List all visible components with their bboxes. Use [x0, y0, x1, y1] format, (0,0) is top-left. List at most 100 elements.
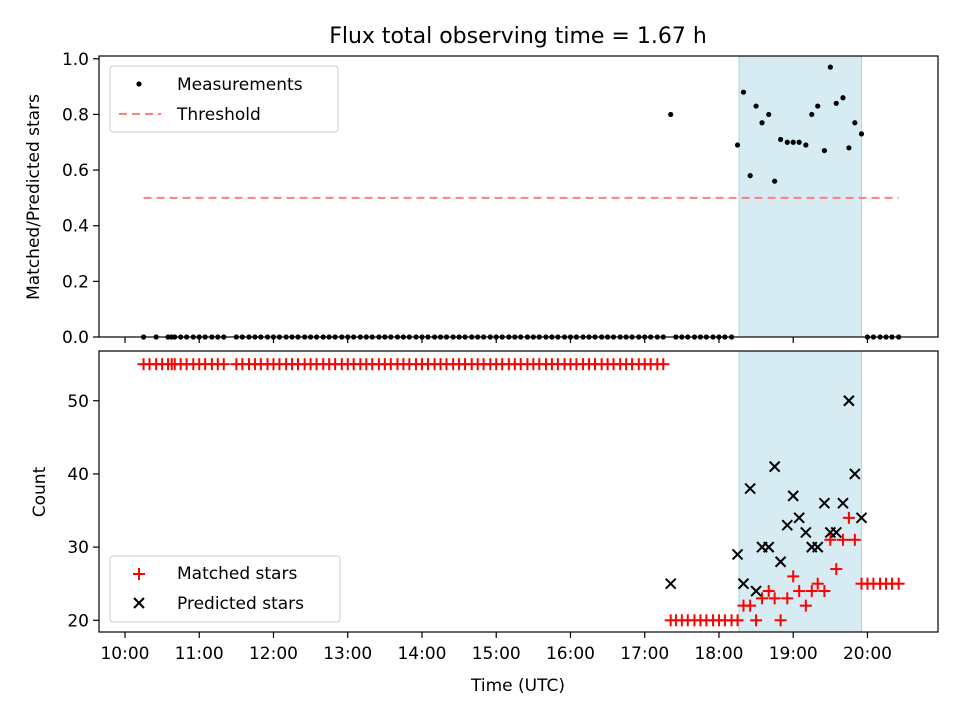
- x-tick-label: 17:00: [620, 644, 669, 664]
- x-axis-label: Time (UTC): [470, 676, 565, 696]
- legend-measurements-label: Measurements: [177, 75, 303, 95]
- matched-star-point: [892, 577, 905, 590]
- predicted-star-point: [737, 577, 750, 590]
- ratio-y-tick-label: 0.8: [62, 105, 89, 125]
- matched-star-point: [842, 511, 855, 524]
- ratio-y-tick-label: 1.0: [62, 50, 89, 70]
- measurement-point: [790, 139, 796, 145]
- predicted-star-point: [768, 460, 781, 473]
- count-y-tick-label: 30: [67, 538, 89, 558]
- predicted-star-point: [744, 482, 756, 495]
- matched-star-point: [756, 592, 769, 605]
- measurement-point: [821, 147, 828, 154]
- predicted-star-point: [781, 519, 793, 531]
- matched-star-point: [836, 533, 849, 546]
- x-tick-label: 13:00: [323, 644, 372, 664]
- matched-star-point: [824, 533, 837, 546]
- measurement-point: [784, 139, 790, 145]
- measurement-point: [747, 173, 753, 179]
- ratio-y-tick-label: 0.0: [62, 328, 89, 348]
- measurement-point: [846, 145, 852, 151]
- matched-star-point: [805, 585, 818, 598]
- measurement-point: [668, 111, 674, 118]
- legend-matched-label: Matched stars: [177, 564, 297, 584]
- predicted-star-point: [787, 490, 799, 502]
- ratio-y-axis-label: Matched/Predicted stars: [24, 94, 44, 300]
- count-legend: Matched stars Predicted stars: [109, 555, 341, 623]
- matched-star-point: [750, 614, 763, 627]
- x-tick-label: 14:00: [397, 644, 446, 664]
- predicted-star-point: [830, 526, 842, 539]
- matched-star-point: [781, 592, 794, 605]
- predicted-star-point: [837, 497, 849, 509]
- measurement-point: [840, 95, 846, 101]
- measurement-point: [759, 120, 765, 126]
- matched-star-point: [731, 614, 744, 627]
- measurement-point: [796, 139, 802, 145]
- measurement-point: [815, 103, 821, 109]
- measurement-point: [803, 142, 809, 148]
- predicted-star-point: [731, 548, 744, 561]
- predicted-star-point: [665, 577, 677, 590]
- legend-predicted-marker: [133, 597, 145, 609]
- predicted-star-point: [763, 541, 775, 553]
- x-tick-label: 10:00: [100, 644, 149, 664]
- matched-star-point: [762, 585, 775, 598]
- legend-measurements-marker: [136, 81, 142, 87]
- matched-star-point: [657, 358, 670, 371]
- figure-title: Flux total observing time = 1.67 h: [329, 24, 707, 49]
- ratio-y-tick-label: 0.6: [62, 161, 89, 181]
- count-y-tick-label: 20: [67, 611, 89, 631]
- ratio-shaded-window: [738, 55, 863, 338]
- legend-predicted-label: Predicted stars: [177, 594, 304, 614]
- matched-star-point: [768, 592, 781, 605]
- measurement-point: [772, 178, 778, 184]
- predicted-star-point: [774, 556, 787, 568]
- predicted-star-point: [812, 541, 824, 553]
- measurement-point: [753, 103, 759, 109]
- ratio-panel: 0.0 0.2 0.4 0.6 0.8 1.0 Matched/Predicted sta…: [24, 50, 939, 348]
- legend-threshold-label: Threshold: [176, 105, 261, 125]
- count-y-tick-label: 40: [67, 465, 89, 485]
- measurement-point: [833, 100, 839, 106]
- ratio-y-tick-label: 0.2: [62, 272, 89, 292]
- predicted-star-point: [750, 585, 762, 597]
- predicted-star-point: [843, 395, 855, 407]
- measurement-point: [809, 111, 815, 118]
- ratio-legend: Measurements Threshold: [109, 65, 339, 133]
- x-tick-label: 11:00: [175, 644, 224, 664]
- count-panel: 20 30 40 50 10:00 11:00 12:00 13:00 14:00 15:00 1…: [30, 350, 939, 696]
- matched-star-point: [787, 570, 800, 583]
- measurement-point: [858, 131, 865, 137]
- x-tick-label: 16:00: [546, 644, 595, 664]
- matched-star-point: [830, 563, 843, 576]
- measurement-point: [766, 111, 772, 118]
- matched-star-point: [848, 533, 861, 546]
- matched-star-point: [744, 599, 757, 612]
- matched-star-point: [811, 577, 824, 590]
- x-tick-label: 15:00: [472, 644, 521, 664]
- count-y-tick-label: 50: [67, 392, 89, 412]
- matched-star-point: [217, 358, 230, 371]
- legend-matched-marker: [133, 568, 145, 580]
- matched-star-point: [818, 585, 831, 598]
- matched-star-point: [799, 599, 812, 612]
- x-tick-label: 19:00: [769, 644, 818, 664]
- predicted-star-point: [818, 497, 831, 509]
- measurement-point: [777, 136, 784, 143]
- x-tick-label: 12:00: [249, 644, 298, 664]
- matched-star-point: [793, 585, 806, 598]
- predicted-star-point: [800, 526, 812, 539]
- count-y-axis-label: Count: [30, 466, 50, 517]
- x-tick-label: 18:00: [694, 644, 743, 664]
- measurement-point: [827, 64, 833, 70]
- x-tick-label: 20:00: [843, 644, 892, 664]
- predicted-star-point: [849, 468, 861, 480]
- ratio-y-tick-label: 0.4: [62, 217, 89, 237]
- predicted-star-point: [793, 512, 805, 524]
- measurement-point: [852, 120, 858, 126]
- count-axes-frame: [98, 350, 939, 633]
- matched-star-point: [774, 614, 787, 627]
- measurement-point: [734, 142, 741, 148]
